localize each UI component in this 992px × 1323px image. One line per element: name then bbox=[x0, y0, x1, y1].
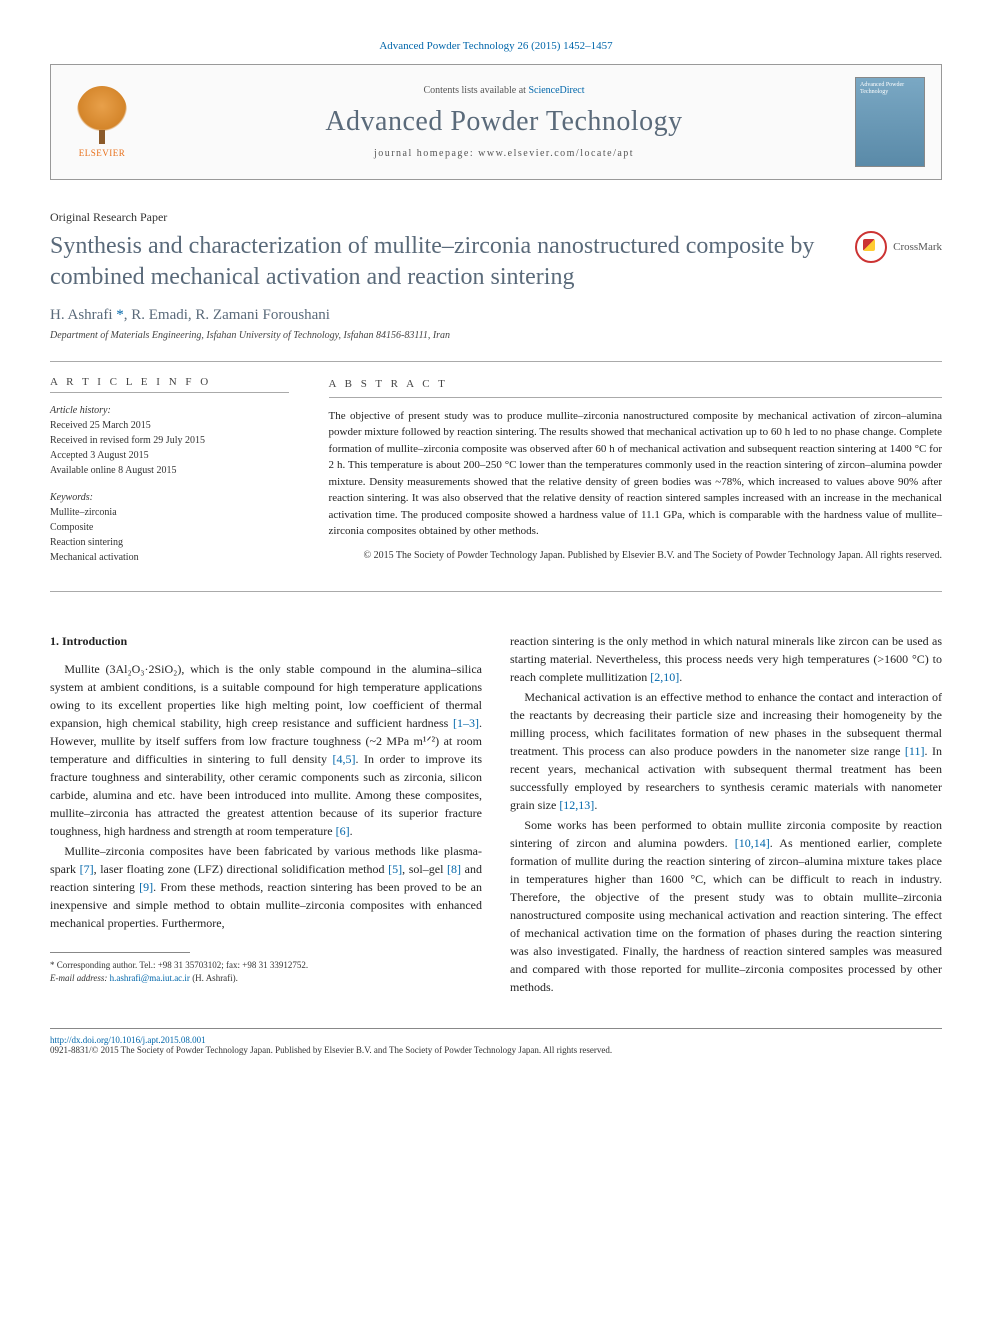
citation-link[interactable]: [11] bbox=[905, 744, 925, 758]
contents-available: Contents lists available at ScienceDirec… bbox=[153, 85, 855, 96]
citation-link[interactable]: [2,10] bbox=[650, 670, 679, 684]
article-info-column: A R T I C L E I N F O Article history: R… bbox=[50, 376, 309, 577]
keyword: Reaction sintering bbox=[50, 535, 289, 550]
citation-link[interactable]: [7] bbox=[80, 862, 94, 876]
corresponding-mark: * bbox=[116, 307, 124, 323]
received-date: Received 25 March 2015 bbox=[50, 418, 289, 433]
journal-cover-thumbnail: Advanced Powder Technology bbox=[855, 77, 925, 167]
online-date: Available online 8 August 2015 bbox=[50, 463, 289, 478]
abstract-text: The objective of present study was to pr… bbox=[329, 408, 942, 540]
contents-prefix: Contents lists available at bbox=[423, 85, 528, 96]
section-number: 1. bbox=[50, 634, 59, 648]
citation-link[interactable]: [12,13] bbox=[559, 798, 594, 812]
abstract-column: A B S T R A C T The objective of present… bbox=[309, 376, 942, 577]
header-citation: Advanced Powder Technology 26 (2015) 145… bbox=[50, 40, 942, 52]
doi-link[interactable]: http://dx.doi.org/10.1016/j.apt.2015.08.… bbox=[50, 1035, 206, 1045]
history-label: Article history: bbox=[50, 403, 289, 418]
journal-title: Advanced Powder Technology bbox=[153, 106, 855, 138]
citation-link[interactable]: [6] bbox=[336, 824, 350, 838]
footnote-separator bbox=[50, 952, 190, 953]
citation-link[interactable]: [10,14] bbox=[735, 836, 770, 850]
paragraph: Mechanical activation is an effective me… bbox=[510, 688, 942, 814]
homepage-prefix: journal homepage: bbox=[374, 148, 478, 159]
authors-text: H. Ashrafi *, R. Emadi, R. Zamani Forous… bbox=[50, 307, 330, 323]
paragraph: Mullite–zirconia composites have been fa… bbox=[50, 842, 482, 932]
citation-link[interactable]: [4,5] bbox=[332, 752, 355, 766]
article-info-heading: A R T I C L E I N F O bbox=[50, 376, 289, 393]
section-title: Introduction bbox=[62, 634, 127, 648]
paragraph: Mullite (3Al₂O₃·2SiO₂), which is the onl… bbox=[50, 660, 482, 840]
page-footer: http://dx.doi.org/10.1016/j.apt.2015.08.… bbox=[50, 1028, 942, 1055]
crossmark-icon bbox=[855, 231, 887, 263]
citation-link[interactable]: [8] bbox=[447, 862, 461, 876]
keyword: Mechanical activation bbox=[50, 550, 289, 565]
journal-header-box: ELSEVIER Contents lists available at Sci… bbox=[50, 64, 942, 180]
homepage-url[interactable]: www.elsevier.com/locate/apt bbox=[478, 148, 634, 159]
body-column-left: 1. Introduction Mullite (3Al₂O₃·2SiO₂), … bbox=[50, 632, 482, 998]
crossmark-badge[interactable]: CrossMark bbox=[855, 231, 942, 263]
keyword: Composite bbox=[50, 520, 289, 535]
cover-text: Advanced Powder Technology bbox=[860, 82, 904, 95]
email-link[interactable]: h.ashrafi@ma.iut.ac.ir bbox=[110, 973, 190, 983]
keywords-label: Keywords: bbox=[50, 490, 289, 505]
paragraph: reaction sintering is the only method in… bbox=[510, 632, 942, 686]
corr-author-line: * Corresponding author. Tel.: +98 31 357… bbox=[50, 959, 482, 972]
paragraph: Some works has been performed to obtain … bbox=[510, 816, 942, 996]
accepted-date: Accepted 3 August 2015 bbox=[50, 448, 289, 463]
elsevier-logo[interactable]: ELSEVIER bbox=[67, 82, 137, 162]
revised-date: Received in revised form 29 July 2015 bbox=[50, 433, 289, 448]
journal-homepage: journal homepage: www.elsevier.com/locat… bbox=[153, 148, 855, 159]
citation-link[interactable]: [1–3] bbox=[453, 716, 479, 730]
section-heading: 1. Introduction bbox=[50, 632, 482, 650]
body-column-right: reaction sintering is the only method in… bbox=[510, 632, 942, 998]
elsevier-text: ELSEVIER bbox=[79, 148, 126, 158]
elsevier-tree-icon bbox=[77, 86, 127, 136]
authors: H. Ashrafi *, R. Emadi, R. Zamani Forous… bbox=[50, 307, 942, 324]
issn-copyright: 0921-8831/© 2015 The Society of Powder T… bbox=[50, 1045, 612, 1055]
abstract-heading: A B S T R A C T bbox=[329, 376, 942, 398]
citation-link[interactable]: [9] bbox=[139, 880, 153, 894]
article-type: Original Research Paper bbox=[50, 210, 942, 225]
crossmark-label: CrossMark bbox=[893, 241, 942, 253]
affiliation: Department of Materials Engineering, Isf… bbox=[50, 330, 942, 341]
sciencedirect-link[interactable]: ScienceDirect bbox=[528, 85, 584, 96]
abstract-copyright: © 2015 The Society of Powder Technology … bbox=[329, 548, 942, 563]
corresponding-footnote: * Corresponding author. Tel.: +98 31 357… bbox=[50, 959, 482, 984]
citation-link[interactable]: [5] bbox=[388, 862, 402, 876]
email-suffix: (H. Ashrafi). bbox=[190, 973, 238, 983]
keyword: Mullite–zirconia bbox=[50, 505, 289, 520]
email-label: E-mail address: bbox=[50, 973, 110, 983]
article-title: Synthesis and characterization of mullit… bbox=[50, 231, 835, 293]
